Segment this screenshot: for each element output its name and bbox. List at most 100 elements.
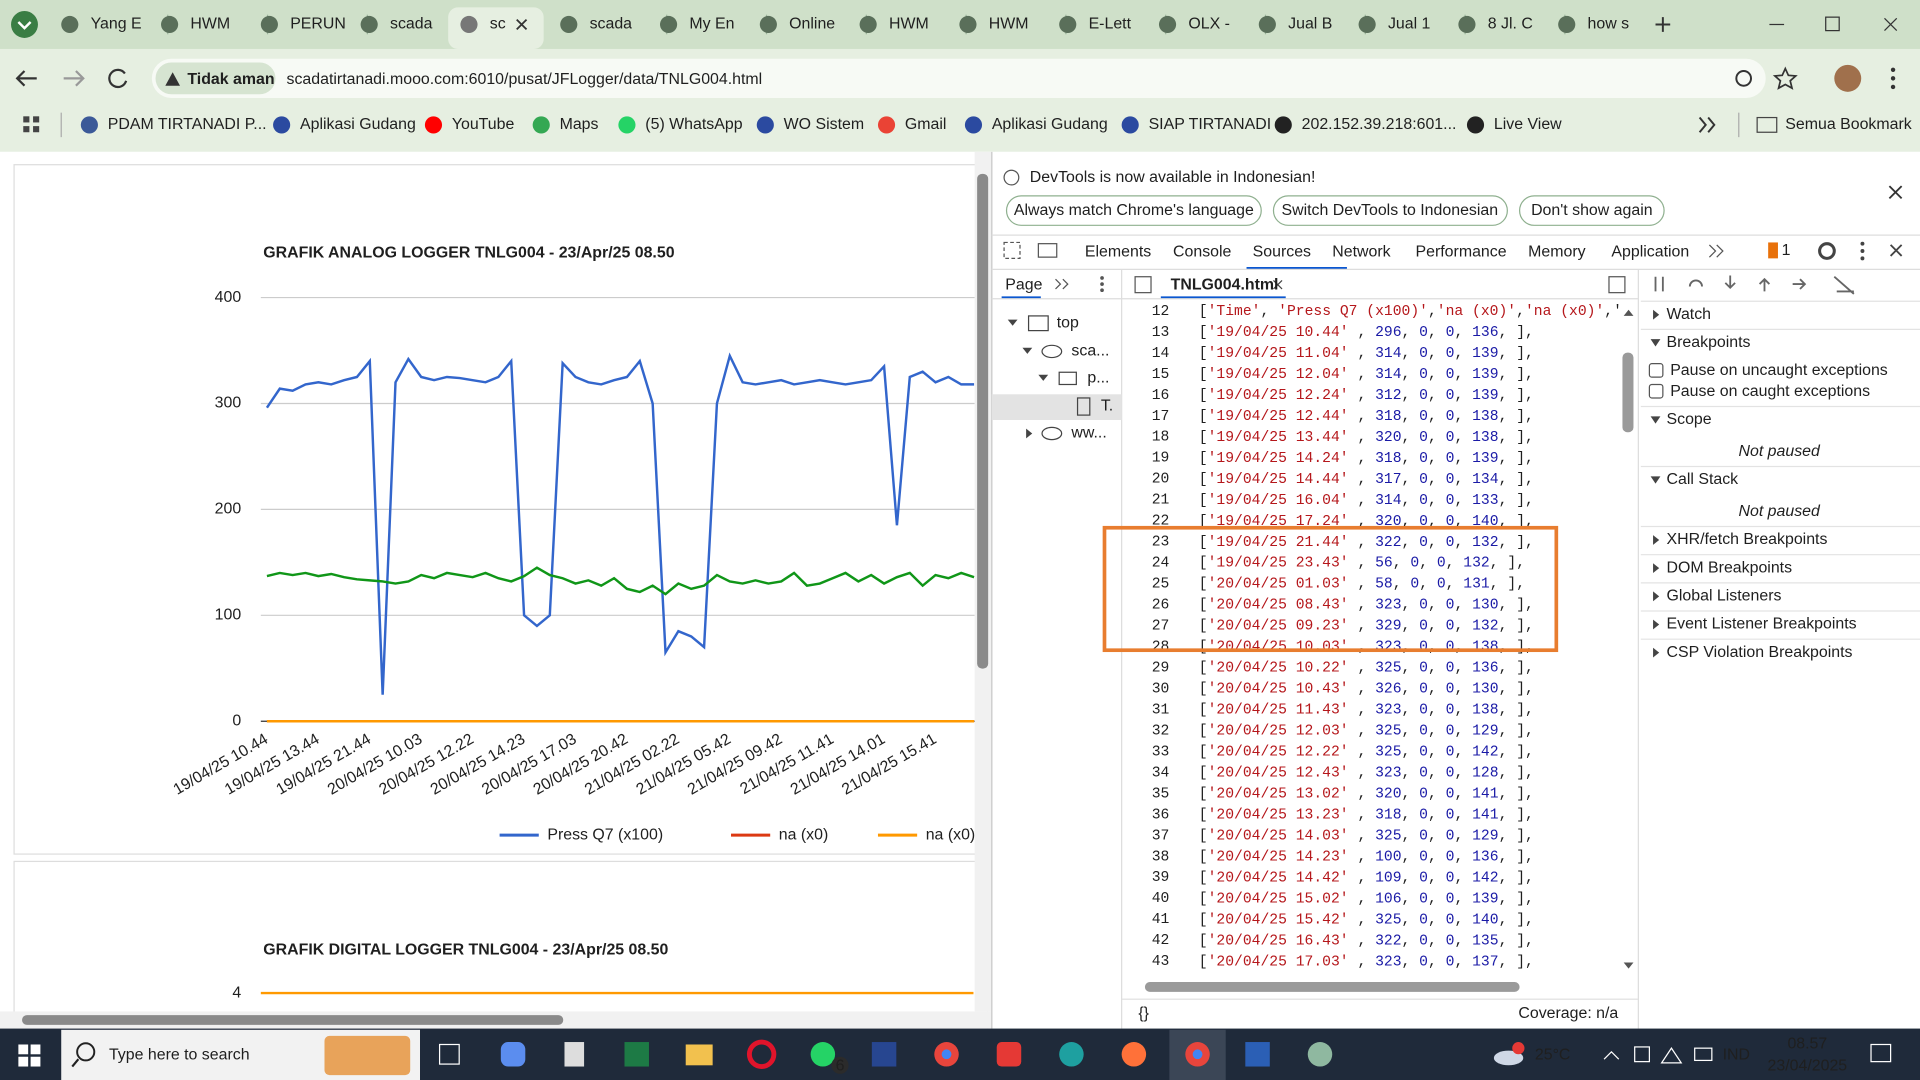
toggle-navigator[interactable] bbox=[1134, 276, 1152, 294]
tree-item[interactable]: p... bbox=[1087, 370, 1109, 387]
tab-title[interactable]: Jual 1 bbox=[1388, 16, 1431, 33]
code-token: , bbox=[1349, 891, 1375, 907]
devtools-tab[interactable]: Elements bbox=[1085, 243, 1151, 260]
bookmark[interactable]: Aplikasi Gudang bbox=[300, 116, 416, 133]
tab-title[interactable]: scada bbox=[590, 16, 633, 33]
navigator-menu[interactable] bbox=[1100, 276, 1104, 293]
tree-item[interactable]: T. bbox=[1101, 398, 1113, 415]
code-token: , bbox=[1349, 598, 1375, 614]
debugger-controls[interactable] bbox=[1654, 275, 1855, 295]
avatar[interactable] bbox=[1834, 64, 1862, 92]
tab-title[interactable]: 8 Jl. C bbox=[1488, 16, 1533, 33]
section-title[interactable]: Event Listener Breakpoints bbox=[1667, 616, 1857, 633]
code-token: 0 bbox=[1446, 346, 1455, 362]
section-title[interactable]: Scope bbox=[1667, 411, 1712, 428]
section-title[interactable]: Breakpoints bbox=[1667, 334, 1751, 351]
tree-item[interactable]: ww... bbox=[1070, 425, 1106, 442]
bookmark[interactable]: (5) WhatsApp bbox=[645, 116, 742, 133]
tab-title[interactable]: OLX - bbox=[1188, 16, 1230, 33]
bookmark[interactable]: Maps bbox=[560, 116, 599, 133]
h-scroll-thumb[interactable] bbox=[22, 1015, 564, 1025]
section-title[interactable]: Call Stack bbox=[1667, 471, 1739, 488]
button[interactable] bbox=[1518, 195, 1665, 226]
devtools-tab[interactable]: Network bbox=[1332, 243, 1390, 260]
inspect-icon[interactable] bbox=[1003, 241, 1021, 259]
tab-title[interactable]: how s bbox=[1588, 16, 1630, 33]
restore[interactable] bbox=[1825, 16, 1840, 32]
menu[interactable] bbox=[1890, 67, 1896, 90]
devtools-tab[interactable]: Application bbox=[1611, 243, 1689, 260]
more-bookmarks[interactable] bbox=[1698, 116, 1716, 133]
code-token: [ bbox=[1199, 807, 1208, 823]
devtools-tab[interactable]: Sources bbox=[1253, 243, 1311, 260]
more[interactable] bbox=[1055, 278, 1069, 290]
security-chip[interactable] bbox=[155, 62, 276, 95]
tab-title[interactable]: PERUN bbox=[290, 16, 346, 33]
forward[interactable] bbox=[63, 70, 85, 87]
bookmark[interactable]: PDAM TIRTANADI P... bbox=[108, 116, 267, 133]
notifications[interactable] bbox=[1870, 1043, 1892, 1063]
code-token: , bbox=[1402, 723, 1420, 739]
close-devtools[interactable] bbox=[1889, 244, 1903, 257]
tree-item[interactable]: sca... bbox=[1071, 343, 1109, 360]
section-title[interactable]: XHR/fetch Breakpoints bbox=[1667, 531, 1828, 548]
tab-title[interactable]: HWM bbox=[989, 16, 1029, 33]
tray-expand[interactable] bbox=[1603, 1050, 1620, 1060]
bookmark[interactable]: 202.152.39.218:601... bbox=[1302, 116, 1457, 133]
tab-title[interactable]: Yang E bbox=[91, 16, 142, 33]
tab-search-button[interactable] bbox=[11, 11, 38, 38]
new-tab[interactable] bbox=[1655, 17, 1671, 32]
bookmark[interactable]: YouTube bbox=[452, 116, 515, 133]
tab-title[interactable]: My En bbox=[689, 16, 734, 33]
bookmark-folder[interactable]: Semua Bookmark bbox=[1785, 116, 1911, 133]
device-icon[interactable] bbox=[1037, 243, 1058, 258]
devtools-menu[interactable] bbox=[1860, 241, 1865, 261]
close-window[interactable] bbox=[1884, 17, 1898, 32]
devtools-tab[interactable]: Memory bbox=[1528, 243, 1585, 260]
section-title[interactable]: Global Listeners bbox=[1667, 588, 1782, 605]
bookmark[interactable]: WO Sistem bbox=[784, 116, 864, 133]
code-v-scroll[interactable] bbox=[1622, 352, 1634, 433]
code-token: , bbox=[1349, 660, 1375, 676]
devtools-tab[interactable]: Performance bbox=[1416, 243, 1507, 260]
bookmark[interactable]: Aplikasi Gudang bbox=[992, 116, 1108, 133]
code-h-scroll[interactable] bbox=[1144, 982, 1520, 992]
close-infobar[interactable] bbox=[1888, 185, 1903, 200]
issues-icon[interactable] bbox=[1768, 242, 1778, 259]
tab-title[interactable]: HWM bbox=[889, 16, 929, 33]
tab-title[interactable]: Online bbox=[789, 16, 835, 33]
more-tabs[interactable] bbox=[1708, 244, 1724, 258]
selected-row[interactable] bbox=[991, 394, 1122, 420]
apps-icon[interactable] bbox=[23, 116, 40, 133]
section-title[interactable]: Watch bbox=[1667, 306, 1712, 323]
settings[interactable] bbox=[1818, 242, 1836, 260]
tab-title[interactable]: sc bbox=[490, 16, 506, 33]
tree-item[interactable]: top bbox=[1057, 314, 1079, 331]
bookmark[interactable]: SIAP TIRTANADI bbox=[1149, 116, 1272, 133]
tray-icons[interactable] bbox=[1634, 1046, 1713, 1064]
bookmark[interactable]: Gmail bbox=[905, 116, 947, 133]
button[interactable] bbox=[1005, 195, 1262, 226]
tab-title[interactable]: Jual B bbox=[1288, 16, 1332, 33]
reload[interactable] bbox=[108, 68, 128, 89]
zoom-icon[interactable] bbox=[1735, 70, 1752, 87]
section-title[interactable]: DOM Breakpoints bbox=[1667, 559, 1793, 576]
bookmark-star[interactable] bbox=[1772, 66, 1798, 90]
code-token: 317 bbox=[1375, 472, 1401, 488]
close-file[interactable] bbox=[1273, 279, 1283, 290]
tab-title[interactable]: E-Lett bbox=[1089, 16, 1132, 33]
tab-title[interactable]: HWM bbox=[190, 16, 230, 33]
button[interactable] bbox=[1272, 195, 1508, 226]
start-button[interactable] bbox=[18, 1044, 41, 1067]
toggle-debugger[interactable] bbox=[1608, 276, 1626, 294]
bookmark[interactable]: Live View bbox=[1494, 116, 1562, 133]
taskbar-apps[interactable] bbox=[438, 1029, 1333, 1080]
section-title[interactable]: CSP Violation Breakpoints bbox=[1667, 644, 1853, 661]
tab-title[interactable]: scada bbox=[390, 16, 433, 33]
v-scroll-thumb[interactable] bbox=[977, 173, 989, 669]
devtools-tab[interactable]: Console bbox=[1173, 243, 1232, 260]
omnibox[interactable] bbox=[151, 58, 1766, 98]
back[interactable] bbox=[15, 70, 37, 87]
code-token: , bbox=[1402, 870, 1420, 886]
